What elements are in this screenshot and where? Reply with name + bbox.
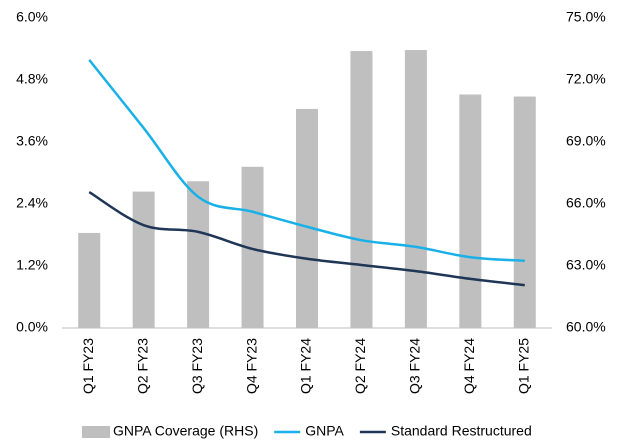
y-tick-label: 1.2% xyxy=(16,257,48,273)
bar xyxy=(404,50,427,329)
x-tick-label: Q4 FY24 xyxy=(461,338,477,394)
legend-label: GNPA xyxy=(305,423,344,439)
y-tick-label: 2.4% xyxy=(16,195,48,211)
x-tick-label: Q2 FY24 xyxy=(352,338,368,394)
bar xyxy=(350,51,373,329)
x-tick-label: Q3 FY23 xyxy=(189,338,205,394)
line xyxy=(88,59,525,263)
x-tick-label: Q2 FY23 xyxy=(134,338,150,394)
y2-tick-label: 66.0% xyxy=(566,195,606,211)
bar xyxy=(296,108,318,328)
bar xyxy=(241,166,264,328)
x-tick-label: Q4 FY23 xyxy=(243,338,259,394)
y-tick-label: 3.6% xyxy=(16,133,48,149)
y2-tick-label: 60.0% xyxy=(566,319,606,335)
bar xyxy=(513,96,536,329)
legend-label: Standard Restructured xyxy=(391,423,532,439)
bar xyxy=(132,191,155,328)
bar xyxy=(78,232,101,328)
bar xyxy=(459,94,482,328)
x-tick-label: Q1 FY25 xyxy=(515,338,531,394)
line xyxy=(88,191,525,287)
y2-tick-label: 63.0% xyxy=(566,257,606,273)
y2-tick-label: 72.0% xyxy=(566,71,606,87)
legend-label: GNPA Coverage (RHS) xyxy=(113,423,258,439)
x-tick-label: Q1 FY24 xyxy=(298,338,314,394)
y2-tick-label: 75.0% xyxy=(566,9,606,25)
y-tick-label: 6.0% xyxy=(16,9,48,25)
x-tick-label: Q3 FY24 xyxy=(407,338,423,394)
bar xyxy=(187,181,210,328)
y2-tick-label: 69.0% xyxy=(566,133,606,149)
legend-swatch xyxy=(82,426,110,438)
y-tick-label: 0.0% xyxy=(16,319,48,335)
y-tick-label: 4.8% xyxy=(16,71,48,87)
x-tick-label: Q1 FY23 xyxy=(80,338,96,394)
